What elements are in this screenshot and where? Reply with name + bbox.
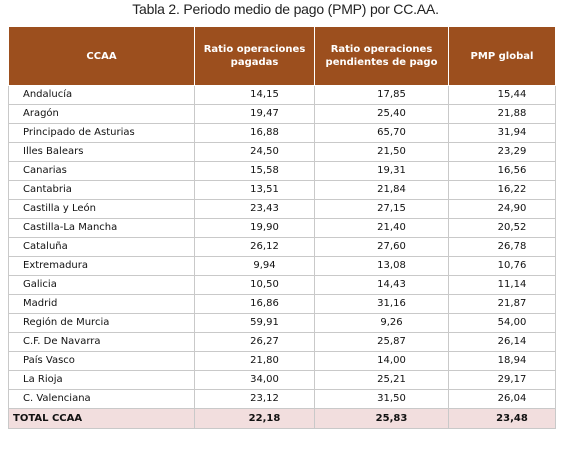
cell-pmp-global: 26,14 (448, 332, 556, 352)
table-row: C.F. De Navarra 26,27 25,87 26,14 (8, 332, 556, 352)
cell-pmp-global: 21,87 (448, 294, 556, 314)
table-row: Illes Balears 24,50 21,50 23,29 (8, 142, 556, 162)
cell-ccaa: C. Valenciana (8, 389, 195, 409)
cell-ratio-pendientes: 17,85 (314, 85, 449, 105)
table-row: Región de Murcia 59,91 9,26 54,00 (8, 313, 556, 333)
cell-ratio-pendientes: 25,40 (314, 104, 449, 124)
cell-ratio-pendientes: 21,84 (314, 180, 449, 200)
cell-ccaa: C.F. De Navarra (8, 332, 195, 352)
table-row: Madrid 16,86 31,16 21,87 (8, 294, 556, 314)
table-row: Principado de Asturias 16,88 65,70 31,94 (8, 123, 556, 143)
header-row: CCAA Ratio operaciones pagadas Ratio ope… (8, 26, 556, 86)
cell-pmp-global: 20,52 (448, 218, 556, 238)
table-row: Cataluña 26,12 27,60 26,78 (8, 237, 556, 257)
cell-ratio-pendientes: 14,43 (314, 275, 449, 295)
cell-ccaa: Cataluña (8, 237, 195, 257)
cell-ratio-pendientes: 25,83 (314, 408, 449, 429)
cell-ccaa: Aragón (8, 104, 195, 124)
cell-ccaa: Región de Murcia (8, 313, 195, 333)
cell-pmp-global: 26,04 (448, 389, 556, 409)
cell-pmp-global: 10,76 (448, 256, 556, 276)
table-body: Andalucía 14,15 17,85 15,44 Aragón 19,47 25,40… (8, 85, 556, 429)
table-row: País Vasco 21,80 14,00 18,94 (8, 351, 556, 371)
cell-pmp-global: 54,00 (448, 313, 556, 333)
table-row: C. Valenciana 23,12 31,50 26,04 (8, 389, 556, 409)
cell-ratio-pagadas: 15,58 (194, 161, 315, 181)
cell-ratio-pagadas: 23,43 (194, 199, 315, 219)
cell-ccaa: Canarias (8, 161, 195, 181)
cell-ratio-pendientes: 31,50 (314, 389, 449, 409)
cell-pmp-global: 16,56 (448, 161, 556, 181)
header-ratio-pendientes: Ratio operaciones pendientes de pago (314, 26, 449, 86)
cell-ratio-pagadas: 13,51 (194, 180, 315, 200)
cell-ccaa: Castilla y León (8, 199, 195, 219)
table-row: La Rioja 34,00 25,21 29,17 (8, 370, 556, 390)
header-pmp-global: PMP global (448, 26, 556, 86)
cell-ratio-pendientes: 27,15 (314, 199, 449, 219)
cell-ccaa: Castilla-La Mancha (8, 218, 195, 238)
cell-ratio-pagadas: 16,86 (194, 294, 315, 314)
cell-ccaa: Madrid (8, 294, 195, 314)
table-row: Aragón 19,47 25,40 21,88 (8, 104, 556, 124)
cell-ratio-pagadas: 16,88 (194, 123, 315, 143)
cell-ratio-pendientes: 9,26 (314, 313, 449, 333)
cell-ratio-pendientes: 13,08 (314, 256, 449, 276)
pmp-table: CCAA Ratio operaciones pagadas Ratio ope… (8, 26, 556, 429)
cell-ccaa: Andalucía (8, 85, 195, 105)
cell-ratio-pagadas: 22,18 (194, 408, 315, 429)
cell-ratio-pagadas: 21,80 (194, 351, 315, 371)
cell-pmp-global: 23,29 (448, 142, 556, 162)
cell-ccaa: La Rioja (8, 370, 195, 390)
cell-ratio-pendientes: 25,87 (314, 332, 449, 352)
cell-ccaa: País Vasco (8, 351, 195, 371)
cell-ratio-pendientes: 31,16 (314, 294, 449, 314)
header-ratio-pagadas: Ratio operaciones pagadas (194, 26, 315, 86)
cell-ratio-pagadas: 26,12 (194, 237, 315, 257)
cell-pmp-global: 11,14 (448, 275, 556, 295)
cell-ratio-pendientes: 21,40 (314, 218, 449, 238)
cell-ratio-pendientes: 21,50 (314, 142, 449, 162)
cell-ratio-pagadas: 34,00 (194, 370, 315, 390)
cell-pmp-global: 15,44 (448, 85, 556, 105)
table-row: Galicia 10,50 14,43 11,14 (8, 275, 556, 295)
cell-pmp-global: 31,94 (448, 123, 556, 143)
table-row: Castilla y León 23,43 27,15 24,90 (8, 199, 556, 219)
cell-ratio-pagadas: 26,27 (194, 332, 315, 352)
cell-ratio-pagadas: 14,15 (194, 85, 315, 105)
cell-pmp-global: 21,88 (448, 104, 556, 124)
cell-ratio-pendientes: 25,21 (314, 370, 449, 390)
cell-pmp-global: 18,94 (448, 351, 556, 371)
cell-pmp-global: 26,78 (448, 237, 556, 257)
cell-ccaa: TOTAL CCAA (8, 408, 195, 429)
cell-ccaa: Cantabria (8, 180, 195, 200)
cell-ratio-pagadas: 9,94 (194, 256, 315, 276)
cell-ratio-pagadas: 19,47 (194, 104, 315, 124)
table-row: Canarias 15,58 19,31 16,56 (8, 161, 556, 181)
table-row: Extremadura 9,94 13,08 10,76 (8, 256, 556, 276)
cell-ratio-pagadas: 59,91 (194, 313, 315, 333)
table-row: Andalucía 14,15 17,85 15,44 (8, 85, 556, 105)
cell-pmp-global: 23,48 (448, 408, 556, 429)
cell-ccaa: Illes Balears (8, 142, 195, 162)
cell-ratio-pendientes: 65,70 (314, 123, 449, 143)
cell-pmp-global: 29,17 (448, 370, 556, 390)
cell-ratio-pagadas: 19,90 (194, 218, 315, 238)
cell-ccaa: Extremadura (8, 256, 195, 276)
cell-ratio-pendientes: 27,60 (314, 237, 449, 257)
pmp-table-container: CCAA Ratio operaciones pagadas Ratio ope… (8, 26, 556, 429)
cell-pmp-global: 16,22 (448, 180, 556, 200)
cell-ratio-pagadas: 10,50 (194, 275, 315, 295)
cell-pmp-global: 24,90 (448, 199, 556, 219)
total-row: TOTAL CCAA 22,18 25,83 23,48 (8, 408, 556, 429)
table-row: Cantabria 13,51 21,84 16,22 (8, 180, 556, 200)
table-row: Castilla-La Mancha 19,90 21,40 20,52 (8, 218, 556, 238)
cell-ratio-pagadas: 23,12 (194, 389, 315, 409)
cell-ccaa: Galicia (8, 275, 195, 295)
cell-ratio-pagadas: 24,50 (194, 142, 315, 162)
cell-ccaa: Principado de Asturias (8, 123, 195, 143)
header-ccaa: CCAA (8, 26, 195, 86)
cell-ratio-pendientes: 19,31 (314, 161, 449, 181)
cell-ratio-pendientes: 14,00 (314, 351, 449, 371)
table-caption: Tabla 2. Periodo medio de pago (PMP) por… (132, 1, 439, 17)
